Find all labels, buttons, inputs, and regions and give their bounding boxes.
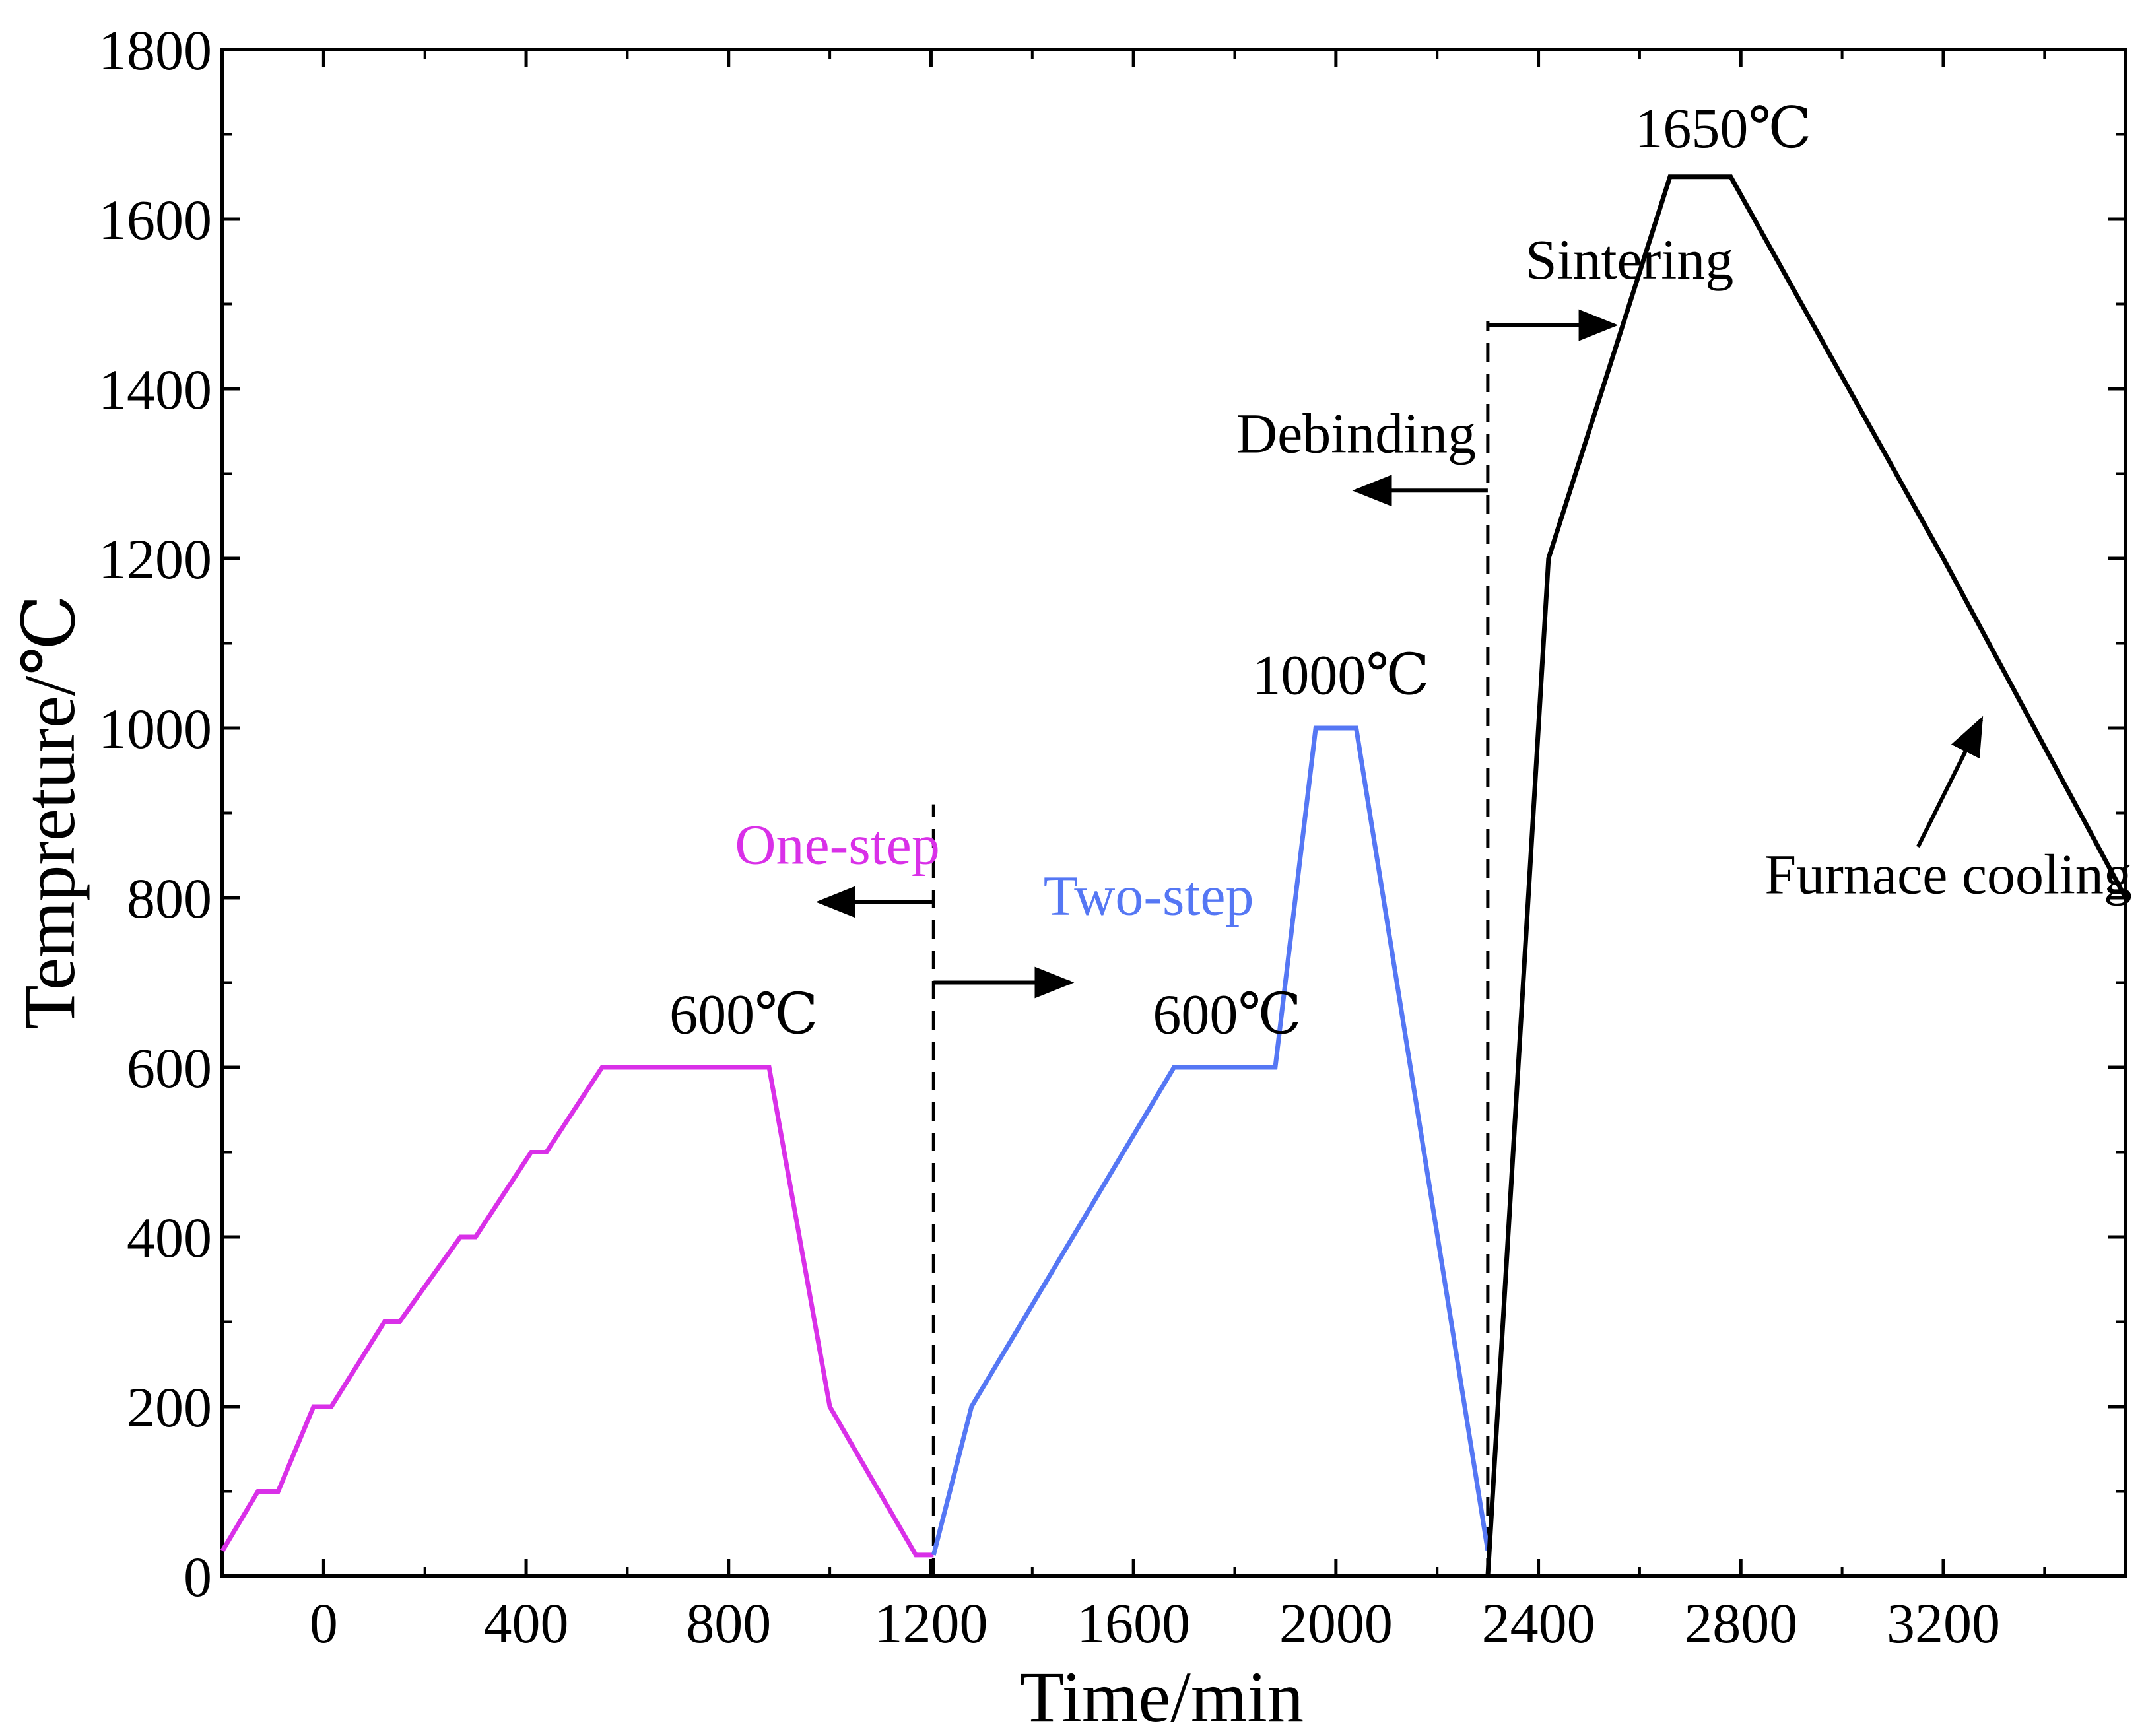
series-sintering <box>1485 174 2128 1577</box>
annotation-sintering: Sintering <box>1525 228 1733 291</box>
x-tick-label: 400 <box>484 1591 569 1655</box>
x-axis-title: Time/min <box>1020 1657 1304 1736</box>
annotation-furnace-cooling: Furnace cooling <box>1764 843 2131 906</box>
y-tick-label: 1000 <box>98 697 212 760</box>
y-tick-label: 200 <box>127 1376 212 1439</box>
x-tick-label: 2800 <box>1684 1591 1797 1655</box>
x-tick-label: 2400 <box>1482 1591 1595 1655</box>
x-tick-label: 800 <box>686 1591 771 1655</box>
annotation-debinding: Debinding <box>1236 401 1476 465</box>
annotations: One-step Two-step 600℃ 600℃ 1000℃ 1650℃ Sinter… <box>669 96 2132 1046</box>
series-one-step <box>220 1065 934 1558</box>
y-tick-label: 1400 <box>98 358 212 421</box>
phase-dividers <box>931 321 1490 1576</box>
annotation-1000c: 1000℃ <box>1252 644 1429 707</box>
annotation-two-step: Two-step <box>1044 864 1254 927</box>
y-tick-label: 1200 <box>98 527 212 591</box>
y-tick-label: 600 <box>127 1036 212 1100</box>
y-axis-title: Tempreture/℃ <box>9 595 90 1030</box>
x-tick-label: 1600 <box>1077 1591 1190 1655</box>
annotation-one-step: One-step <box>735 813 939 877</box>
annotation-600c-2: 600℃ <box>1153 983 1301 1046</box>
y-tick-label: 1600 <box>98 188 212 251</box>
x-tick-label: 3200 <box>1887 1591 2000 1655</box>
annotation-1650c: 1650℃ <box>1634 96 1811 160</box>
arrow-furnace-cooling <box>1916 716 1984 848</box>
y-tick-label: 0 <box>184 1545 212 1609</box>
y-tick-label: 1800 <box>98 18 212 82</box>
annotation-arrows <box>815 309 1984 999</box>
x-axis: 0 400 800 1200 1600 2000 2400 2800 3200 <box>310 50 2046 1655</box>
series-lines <box>220 174 2128 1577</box>
annotation-600c-1: 600℃ <box>669 983 818 1046</box>
x-tick-label: 0 <box>310 1591 338 1655</box>
x-tick-label: 1200 <box>874 1591 988 1655</box>
x-tick-label: 2000 <box>1279 1591 1393 1655</box>
series-two-step <box>931 725 1491 1556</box>
y-tick-label: 800 <box>127 867 212 930</box>
y-axis: 0 200 400 600 800 1000 1200 1400 1600 1800 <box>98 18 2126 1609</box>
plot-frame <box>220 48 2127 1578</box>
y-tick-label: 400 <box>127 1206 212 1269</box>
